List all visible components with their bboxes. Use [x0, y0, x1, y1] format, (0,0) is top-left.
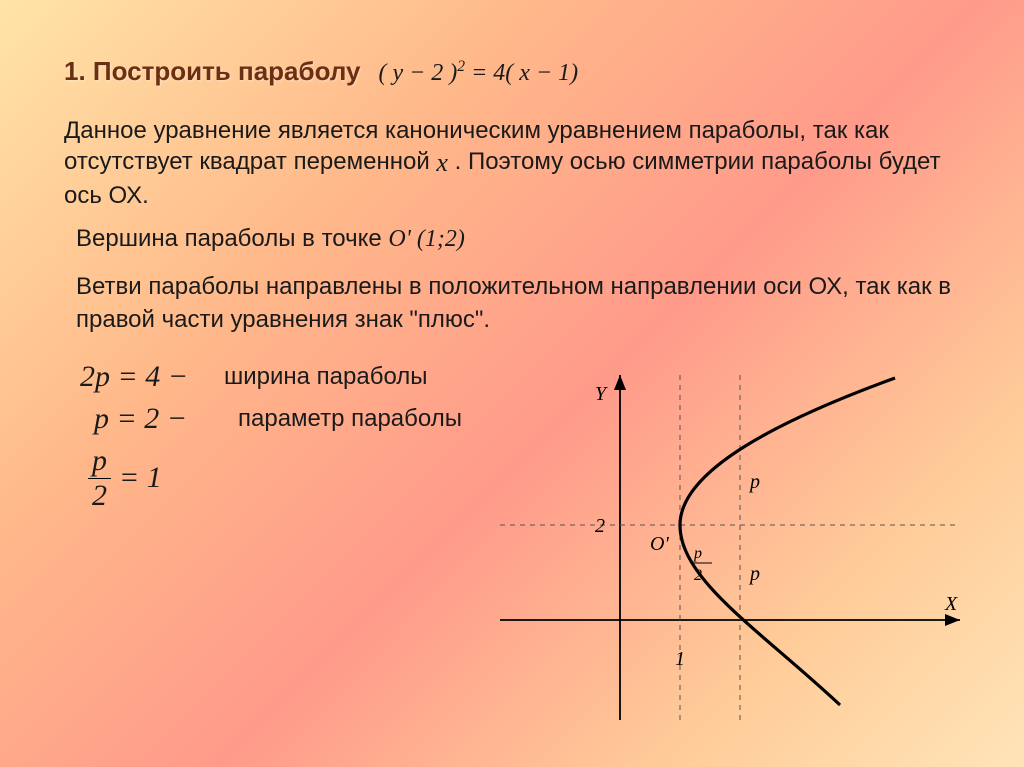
note-param: параметр параболы — [238, 405, 462, 433]
svg-text:2: 2 — [694, 567, 702, 584]
svg-text:O': O' — [650, 533, 669, 555]
formula-param: p = 2 − — [94, 402, 224, 436]
svg-text:p: p — [748, 471, 760, 493]
vertex-point: O' (1;2) — [388, 226, 464, 252]
note-width: ширина параболы — [224, 363, 428, 391]
svg-text:1: 1 — [675, 648, 685, 670]
parabola-graph: Y X 2 O' 1 p p p 2 — [500, 370, 980, 730]
variable-x: x — [436, 146, 448, 180]
svg-text:2: 2 — [595, 515, 605, 537]
page-title: 1. Построить параболу — [64, 56, 360, 87]
svg-text:p: p — [693, 545, 702, 562]
svg-text:p: p — [748, 563, 760, 585]
svg-text:X: X — [944, 593, 958, 615]
formula-width: 2p = 4 − — [80, 360, 210, 394]
vertex-line: Вершина параболы в точке O' (1;2) — [76, 225, 976, 253]
svg-text:Y: Y — [595, 383, 608, 405]
branches-paragraph: Ветви параболы направлены в положительно… — [76, 271, 976, 336]
main-equation: ( y − 2 )2 = 4( x − 1) — [378, 58, 578, 87]
paragraph-1: Данное уравнение является каноническим у… — [64, 115, 976, 211]
